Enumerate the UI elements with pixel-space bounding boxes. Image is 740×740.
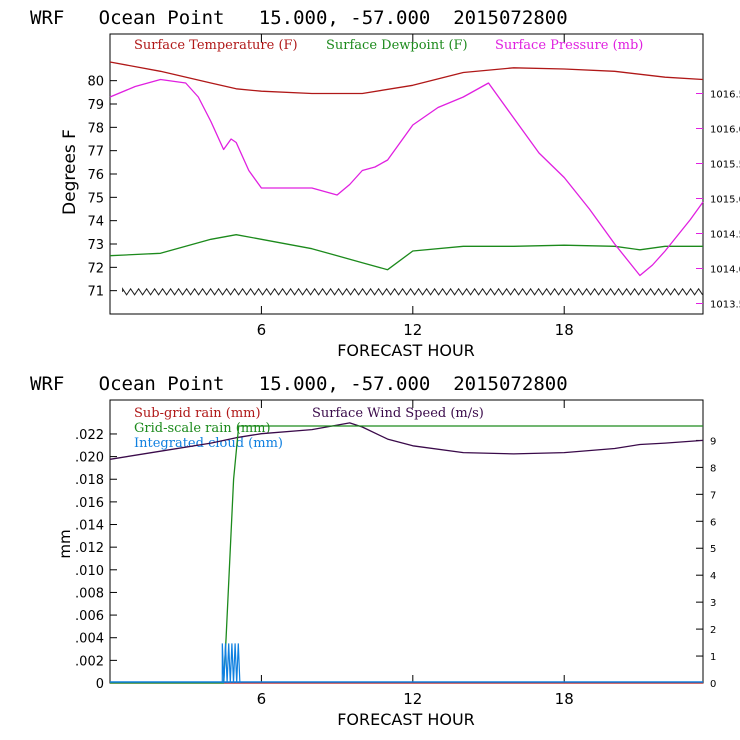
plot-frame (109, 33, 704, 315)
y-tick-label: 74 (87, 215, 104, 230)
y2-tick-label: 5 (710, 544, 716, 555)
series-surface-wind-speed-m-s (109, 422, 704, 460)
legend-surface-temperature: Surface Temperature (F) (134, 38, 298, 53)
y-tick-label: .018 (75, 473, 104, 488)
y-tick-label: 73 (87, 238, 104, 253)
y-tick-label: .014 (75, 519, 104, 534)
y2-tick-label: 1014.5 (710, 230, 740, 241)
x-axis-label-top: FORECAST HOUR (337, 341, 475, 360)
y2-tick-label: 6 (710, 517, 716, 528)
legend-sub-grid-rain: Sub-grid rain (mm) (134, 406, 261, 421)
series-integrated-cloud (221, 643, 241, 684)
panel-temperature: WRF Ocean Point 15.000, -57.000 20150728… (30, 7, 740, 360)
y2-tick-label: 1 (710, 652, 716, 663)
y-axis-label-bottom: mm (56, 529, 74, 558)
series-surface-dewpoint-f (109, 234, 703, 271)
legend-surface-dewpoint: Surface Dewpoint (F) (326, 38, 468, 53)
y-tick-label: 79 (87, 98, 104, 113)
y-tick-label: .016 (75, 496, 104, 511)
y-tick-label: .002 (75, 654, 104, 669)
y-tick-label: .012 (75, 541, 104, 556)
y-tick-label: 0 (96, 677, 104, 692)
x-tick-label: 6 (257, 321, 267, 339)
y2-tick-label: 0 (710, 679, 716, 690)
x-tick-label: 6 (257, 690, 267, 708)
y2-tick-label: 4 (710, 571, 716, 582)
x-axis-label-bottom: FORECAST HOUR (337, 710, 475, 729)
x-tick-label: 18 (555, 690, 574, 708)
y-tick-label: .022 (75, 428, 104, 443)
y-tick-label: 76 (87, 168, 104, 183)
y2-tick-label: 1013.5 (710, 300, 740, 311)
y2-tick-label: 1016.0 (710, 125, 740, 136)
panel-rain: WRF Ocean Point 15.000, -57.000 20150728… (30, 373, 716, 729)
x-tick-label: 12 (403, 690, 422, 708)
y2-tick-label: 3 (710, 598, 716, 609)
y-tick-label: 78 (87, 121, 104, 136)
chart-title-top: WRF Ocean Point 15.000, -57.000 20150728… (30, 7, 568, 29)
y-tick-label: 77 (87, 145, 104, 160)
y-tick-label: .020 (75, 451, 104, 466)
y2-tick-label: 1016.5 (710, 90, 740, 101)
series-grid-scale-rain-mm (110, 425, 703, 684)
legend-surface-pressure: Surface Pressure (mb) (495, 38, 643, 53)
series-zigzag-line (122, 287, 704, 296)
y-tick-label: .004 (75, 632, 104, 647)
series-surface-temperature-f (109, 61, 704, 95)
y2-tick-label: 8 (710, 463, 716, 474)
series-surface-pressure-mb (109, 78, 704, 277)
y-tick-label: .008 (75, 586, 104, 601)
chart-title-bottom: WRF Ocean Point 15.000, -57.000 20150728… (30, 373, 568, 395)
y-axis-label-top: Degrees F (60, 129, 80, 215)
x-tick-label: 18 (555, 321, 574, 339)
y-tick-label: 80 (87, 75, 104, 90)
y-tick-label: 75 (87, 191, 104, 206)
legend-surface-wind-speed: Surface Wind Speed (m/s) (312, 406, 484, 421)
legend-grid-scale-rain: Grid-scale rain (mm) (134, 421, 271, 436)
y-tick-label: .010 (75, 564, 104, 579)
y2-tick-label: 2 (710, 625, 716, 636)
y2-tick-label: 1015.0 (710, 195, 740, 206)
y2-tick-label: 1014.0 (710, 265, 740, 276)
y-tick-label: 71 (87, 285, 104, 300)
y-tick-label: 72 (87, 261, 104, 276)
y2-tick-label: 7 (710, 490, 716, 501)
y2-tick-label: 1015.5 (710, 160, 740, 171)
y2-tick-label: 9 (710, 436, 716, 447)
y-tick-label: .006 (75, 609, 104, 624)
x-tick-label: 12 (403, 321, 422, 339)
